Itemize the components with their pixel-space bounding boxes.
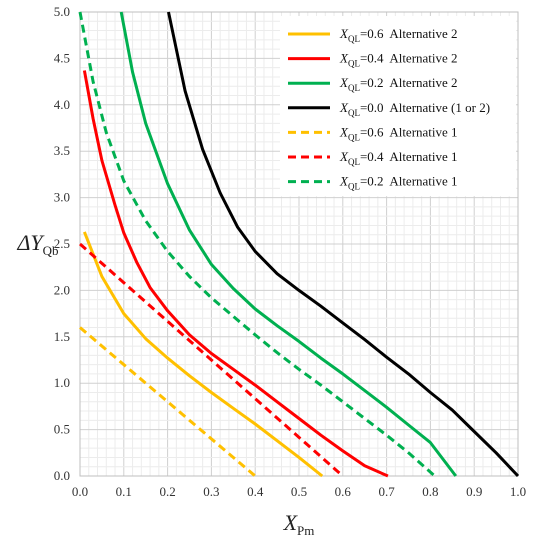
- legend-label-4: XQL=0.0 Alternative (1 or 2): [339, 100, 490, 118]
- legend-label-text: =0.2 Alternative 2: [360, 75, 458, 90]
- series-line-7: [78, 11, 436, 478]
- y-tick-label: 5.0: [54, 4, 70, 19]
- x-axis-label: XPm: [283, 510, 315, 538]
- legend-label-text: =0.4 Alternative 2: [360, 51, 458, 66]
- y-tick-labels: 0.0 0.5 1.0 1.5 2.0 2.5 3.0 3.5 4.0 4.5 5.0: [54, 4, 70, 483]
- y-tick-label: 3.0: [54, 190, 70, 205]
- series-line-2: [82, 70, 389, 478]
- legend-label-main: X: [339, 75, 349, 90]
- x-axis-label-sub: Pm: [297, 523, 314, 538]
- legend-box: [280, 16, 516, 197]
- legend-label-7: XQL=0.2 Alternative 1: [339, 174, 458, 192]
- legend-label-2: XQL=0.4 Alternative 2: [339, 51, 458, 69]
- x-tick-label: 0.8: [422, 484, 438, 499]
- legend-label-sub: QL: [348, 132, 360, 142]
- y-tick-label: 0.0: [54, 468, 70, 483]
- series-lines: [78, 11, 520, 478]
- series-line-4: [167, 11, 520, 478]
- y-axis-label-sub: Qb: [43, 243, 59, 258]
- x-tick-label: 0.2: [159, 484, 175, 499]
- y-tick-label: 4.0: [54, 97, 70, 112]
- legend-label-main: X: [339, 100, 349, 115]
- grid: [79, 11, 519, 477]
- y-axis-label: ΔYQb: [16, 230, 58, 258]
- y-tick-label: 4.5: [54, 50, 70, 65]
- legend-label-main: X: [339, 149, 349, 164]
- y-axis-label-main: ΔY: [16, 230, 45, 255]
- legend-label-sub: QL: [348, 34, 360, 44]
- legend-label-3: XQL=0.2 Alternative 2: [339, 75, 458, 93]
- legend-label-6: XQL=0.4 Alternative 1: [339, 149, 458, 167]
- legend-label-sub: QL: [348, 182, 360, 192]
- series-line-6: [79, 242, 344, 478]
- y-tick-label: 2.0: [54, 282, 70, 297]
- y-tick-label: 1.5: [54, 329, 70, 344]
- x-tick-label: 1.0: [510, 484, 526, 499]
- x-tick-label: 0.5: [291, 484, 307, 499]
- x-axis-label-main: X: [283, 510, 299, 535]
- legend-label-5: XQL=0.6 Alternative 1: [339, 124, 458, 142]
- legend-label-text: =0.4 Alternative 1: [360, 149, 458, 164]
- legend-label-text: =0.6 Alternative 1: [360, 124, 458, 139]
- legend-label-sub: QL: [348, 59, 360, 69]
- series-line-3: [119, 11, 457, 477]
- legend-label-text: =0.0 Alternative (1 or 2): [360, 100, 490, 115]
- x-tick-label: 0.6: [335, 484, 352, 499]
- legend-label-main: X: [339, 26, 349, 41]
- y-tick-label: 0.5: [54, 422, 70, 437]
- x-tick-label: 0.7: [378, 484, 395, 499]
- x-tick-label: 0.4: [247, 484, 264, 499]
- x-tick-label: 0.1: [116, 484, 132, 499]
- x-tick-label: 0.3: [203, 484, 219, 499]
- legend-label-sub: QL: [348, 157, 360, 167]
- legend-label-1: XQL=0.6 Alternative 2: [339, 26, 458, 44]
- legend-label-main: X: [339, 51, 349, 66]
- legend-label-text: =0.6 Alternative 2: [360, 26, 458, 41]
- legend-label-text: =0.2 Alternative 1: [360, 174, 458, 189]
- legend-label-main: X: [339, 124, 349, 139]
- legend-label-main: X: [339, 174, 349, 189]
- legend-label-sub: QL: [348, 83, 360, 93]
- legend-label-sub: QL: [348, 108, 360, 118]
- series-line-1: [83, 231, 324, 478]
- y-tick-label: 1.0: [54, 375, 70, 390]
- y-tick-label: 3.5: [54, 143, 70, 158]
- x-tick-label: 0.0: [72, 484, 88, 499]
- x-tick-label: 0.9: [466, 484, 482, 499]
- y-tick-label: 2.5: [54, 236, 70, 251]
- x-tick-labels: 0.0 0.1 0.2 0.3 0.4 0.5 0.6 0.7 0.8 0.9 1.0: [72, 484, 526, 499]
